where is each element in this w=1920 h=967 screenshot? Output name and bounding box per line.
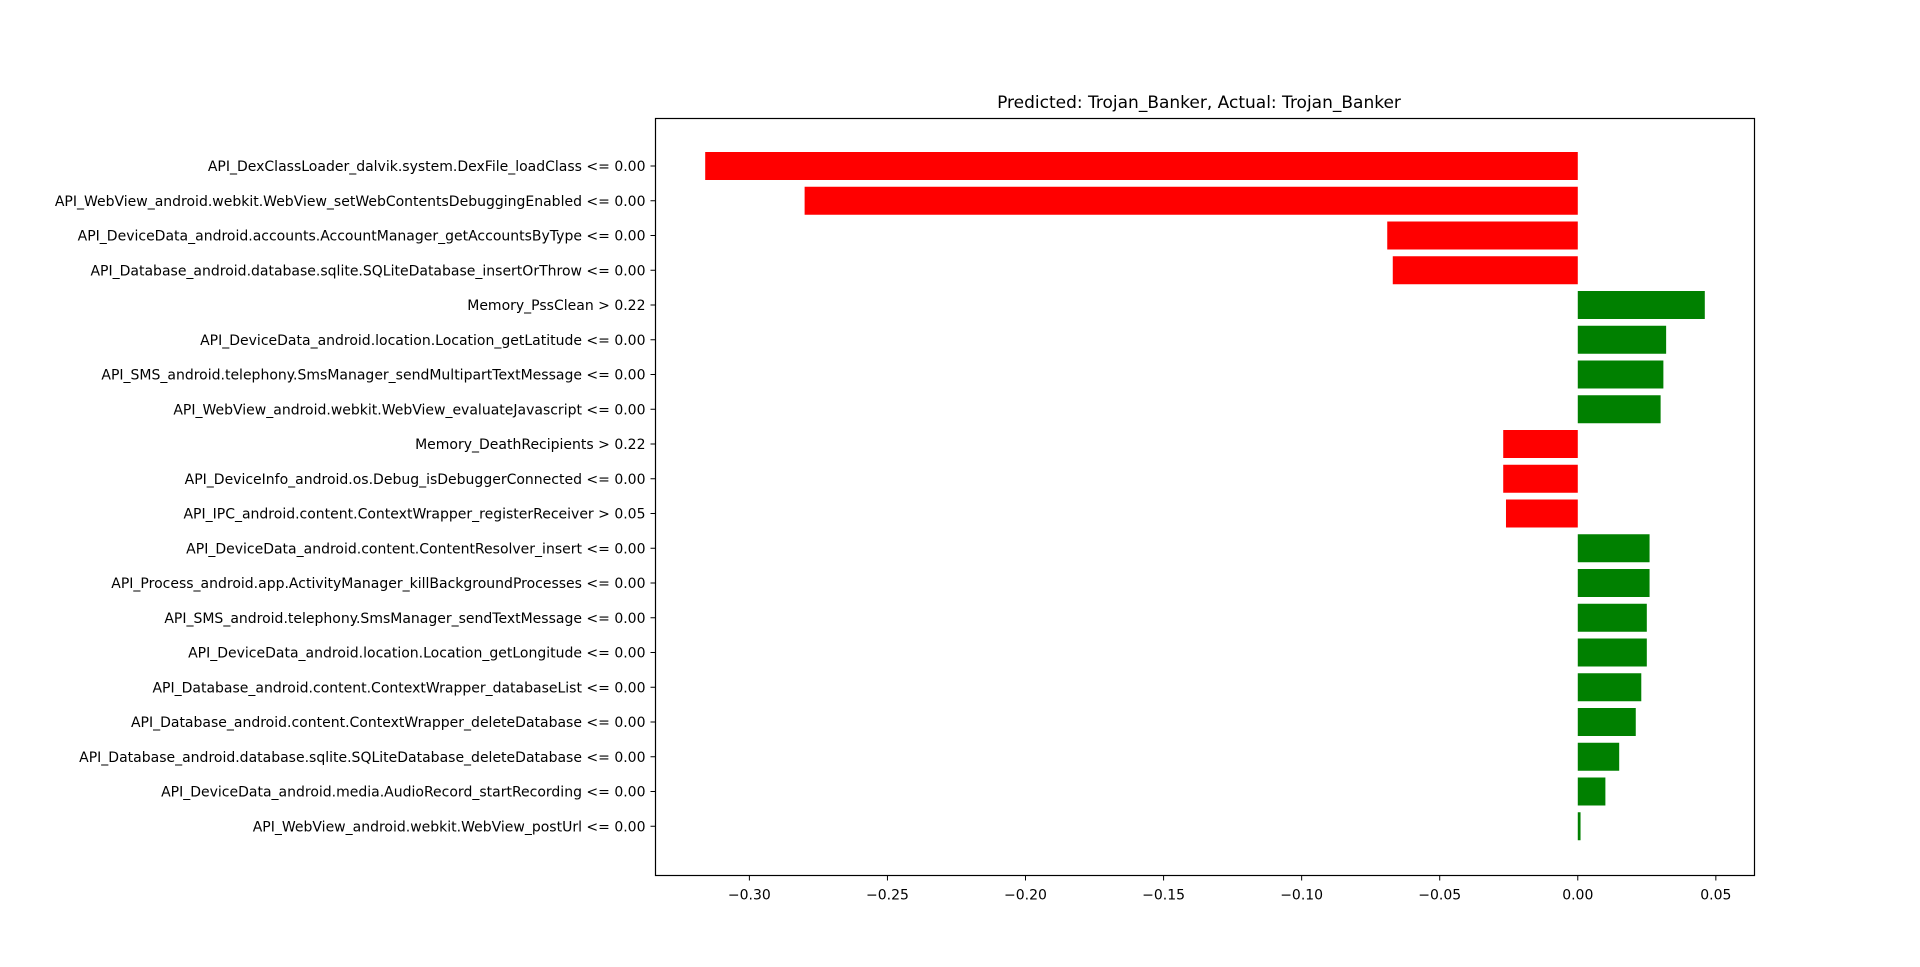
bar (1577, 708, 1636, 736)
bar (1577, 360, 1664, 389)
x-axis-ticks: −0.30 −0.25 −0.20 −0.15 −0.10 −0.05 0.00 0.05 (728, 875, 1731, 904)
plot-frame (654, 117, 1756, 877)
bar (1577, 742, 1620, 771)
bar (804, 186, 1578, 215)
bar (705, 152, 1578, 180)
y-tick-label: Memory_PssClean > 0.22 (467, 298, 645, 314)
bars-group (705, 152, 1705, 841)
y-tick-label: Memory_DeathRecipients > 0.22 (415, 437, 645, 453)
bar (1577, 291, 1705, 319)
bar (1505, 499, 1578, 528)
bar (1577, 325, 1667, 354)
y-tick-label: API_Database_android.database.sqlite.SQL… (90, 263, 645, 279)
y-tick-label: API_DeviceData_android.media.AudioRecord… (161, 785, 645, 801)
y-tick-label: API_WebView_android.webkit.WebView_postU… (253, 819, 646, 835)
bar (1577, 673, 1642, 702)
bar (1577, 395, 1661, 424)
x-tick-label: −0.10 (1280, 888, 1323, 904)
y-tick-label: API_DeviceData_android.location.Location… (200, 333, 645, 349)
x-tick-label: −0.15 (1142, 888, 1185, 904)
y-tick-label: API_Database_android.database.sqlite.SQL… (79, 750, 645, 766)
y-tick-label: API_Database_android.content.ContextWrap… (152, 680, 645, 696)
y-tick-label: API_DexClassLoader_dalvik.system.DexFile… (208, 159, 646, 175)
y-tick-labels: API_DexClassLoader_dalvik.system.DexFile… (55, 159, 656, 835)
y-tick-label: API_WebView_android.webkit.WebView_setWe… (55, 194, 646, 210)
y-tick-label: API_SMS_android.telephony.SmsManager_sen… (101, 368, 645, 384)
x-tick-label: −0.05 (1418, 888, 1461, 904)
bar (1577, 812, 1581, 841)
y-tick-label: API_Process_android.app.ActivityManager_… (111, 576, 645, 592)
y-tick-label: API_SMS_android.telephony.SmsManager_sen… (164, 611, 645, 627)
x-tick-label: −0.30 (728, 888, 771, 904)
chart-title: Predicted: Trojan_Banker, Actual: Trojan… (997, 93, 1401, 113)
y-tick-label: API_DeviceInfo_android.os.Debug_isDebugg… (185, 472, 646, 488)
y-tick-label: API_IPC_android.content.ContextWrapper_r… (183, 507, 645, 523)
bar (1577, 603, 1647, 632)
x-tick-label: −0.25 (866, 888, 909, 904)
bar (1577, 534, 1650, 563)
bar (1392, 256, 1578, 285)
bar (1503, 430, 1578, 458)
x-tick-label: −0.20 (1004, 888, 1047, 904)
y-tick-label: API_DeviceData_android.location.Location… (188, 646, 645, 662)
y-tick-label: API_WebView_android.webkit.WebView_evalu… (173, 402, 645, 418)
bar (1577, 777, 1606, 806)
bar (1503, 464, 1578, 493)
bar (1387, 221, 1578, 250)
x-tick-label: 0.05 (1700, 888, 1731, 904)
x-tick-label: 0.00 (1562, 888, 1593, 904)
y-tick-label: API_DeviceData_android.accounts.AccountM… (78, 229, 646, 245)
y-tick-label: API_DeviceData_android.content.ContentRe… (186, 541, 645, 557)
y-tick-label: API_Database_android.content.ContextWrap… (131, 715, 646, 731)
bar (1577, 638, 1647, 667)
bar (1577, 569, 1650, 597)
